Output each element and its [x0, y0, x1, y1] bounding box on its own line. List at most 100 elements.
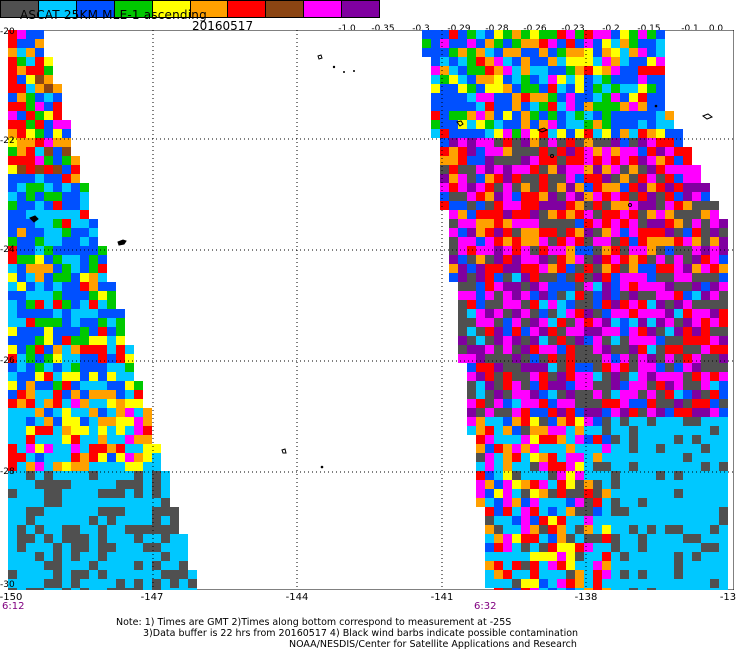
swath-cell: [521, 381, 530, 390]
swath-cell: [665, 309, 674, 318]
swath-cell: [476, 381, 485, 390]
swath-cell: [719, 579, 728, 588]
swath-cell: [584, 426, 593, 435]
swath-cell: [584, 309, 593, 318]
swath-cell: [71, 579, 80, 588]
swath-cell: [80, 210, 89, 219]
swath-cell: [98, 273, 107, 282]
swath-cell: [647, 192, 656, 201]
swath-cell: [494, 156, 503, 165]
swath-cell: [629, 192, 638, 201]
swath-cell: [449, 147, 458, 156]
swath-cell: [692, 534, 701, 543]
swath-cell: [512, 552, 521, 561]
swath-cell: [692, 282, 701, 291]
swath-cell: [692, 183, 701, 192]
swath-cell: [683, 525, 692, 534]
swath-cell: [170, 588, 179, 590]
swath-cell: [98, 570, 107, 579]
swath-cell: [53, 399, 62, 408]
swath-cell: [512, 291, 521, 300]
swath-cell: [575, 525, 584, 534]
swath-cell: [494, 498, 503, 507]
swath-cell: [566, 282, 575, 291]
swath-cell: [566, 552, 575, 561]
swath-cell: [575, 390, 584, 399]
swath-cell: [89, 372, 98, 381]
swath-cell: [710, 237, 719, 246]
swath-cell: [71, 210, 80, 219]
swath-cell: [557, 156, 566, 165]
swath-cell: [53, 318, 62, 327]
swath-cell: [647, 255, 656, 264]
swath-cell: [17, 498, 26, 507]
swath-cell: [620, 480, 629, 489]
swath-cell: [494, 516, 503, 525]
swath-cell: [17, 246, 26, 255]
swath-cell: [53, 129, 62, 138]
swath-cell: [647, 318, 656, 327]
swath-cell: [62, 228, 71, 237]
swath-cell: [683, 417, 692, 426]
swath-cell: [44, 390, 53, 399]
swath-cell: [620, 120, 629, 129]
footnote-line: NOAA/NESDIS/Center for Satellite Applica…: [289, 639, 577, 650]
swath-cell: [143, 507, 152, 516]
swath-cell: [431, 66, 440, 75]
swath-cell: [17, 372, 26, 381]
swath-cell: [602, 354, 611, 363]
swath-cell: [548, 120, 557, 129]
swath-cell: [8, 264, 17, 273]
swath-cell: [575, 120, 584, 129]
swath-cell: [584, 507, 593, 516]
swath-cell: [566, 309, 575, 318]
swath-cell: [647, 300, 656, 309]
swath-cell: [467, 327, 476, 336]
swath-cell: [620, 147, 629, 156]
swath-cell: [71, 318, 80, 327]
swath-cell: [638, 111, 647, 120]
swath-cell: [170, 561, 179, 570]
swath-cell: [17, 516, 26, 525]
swath-cell: [557, 318, 566, 327]
swath-cell: [647, 120, 656, 129]
swath-cell: [647, 84, 656, 93]
swath-cell: [521, 525, 530, 534]
swath-cell: [512, 147, 521, 156]
swath-cell: [476, 102, 485, 111]
swath-cell: [485, 534, 494, 543]
swath-cell: [71, 354, 80, 363]
swath-cell: [701, 327, 710, 336]
swath-cell: [611, 381, 620, 390]
swath-cell: [638, 210, 647, 219]
swath-cell: [116, 354, 125, 363]
swath-cell: [539, 363, 548, 372]
swath-cell: [107, 300, 116, 309]
swath-cell: [692, 165, 701, 174]
swath-cell: [125, 390, 134, 399]
swath-cell: [80, 228, 89, 237]
swath-cell: [485, 66, 494, 75]
swath-cell: [71, 426, 80, 435]
swath-cell: [656, 282, 665, 291]
swath-cell: [584, 147, 593, 156]
swath-cell: [557, 246, 566, 255]
swath-cell: [647, 489, 656, 498]
swath-cell: [44, 147, 53, 156]
swath-cell: [620, 291, 629, 300]
swath-cell: [71, 237, 80, 246]
swath-cell: [53, 138, 62, 147]
swath-cell: [611, 84, 620, 93]
swath-cell: [701, 462, 710, 471]
swath-cell: [575, 138, 584, 147]
swath-cell: [602, 507, 611, 516]
swath-cell: [89, 588, 98, 590]
swath-cell: [512, 192, 521, 201]
swath-cell: [593, 570, 602, 579]
colorbar-tick-label: 0.0: [708, 24, 724, 34]
swath-cell: [35, 201, 44, 210]
swath-cell: [548, 390, 557, 399]
swath-cell: [512, 228, 521, 237]
swath-cell: [44, 165, 53, 174]
swath-cell: [629, 39, 638, 48]
